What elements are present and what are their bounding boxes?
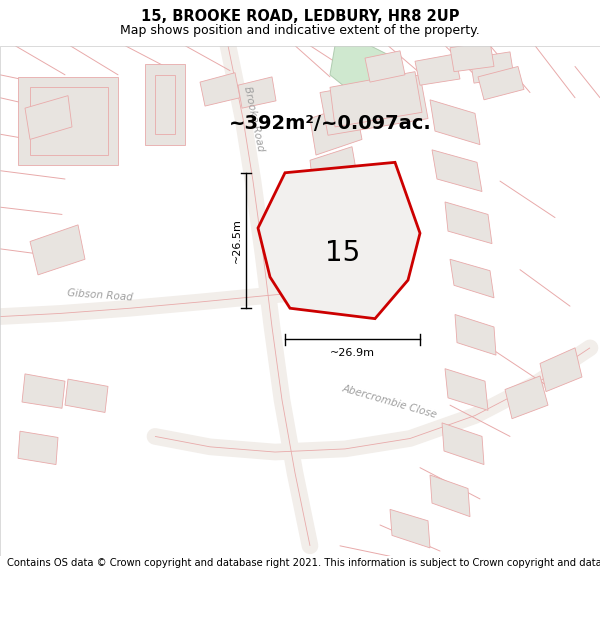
Polygon shape [478,66,524,100]
Polygon shape [155,75,175,134]
Polygon shape [505,376,548,419]
Polygon shape [430,100,480,144]
Polygon shape [18,431,58,464]
Polygon shape [365,51,405,82]
Polygon shape [450,41,494,72]
Text: ~26.9m: ~26.9m [330,348,375,358]
Polygon shape [320,75,428,135]
Text: Abercrombie Close: Abercrombie Close [341,384,439,421]
Text: Contains OS data © Crown copyright and database right 2021. This information is : Contains OS data © Crown copyright and d… [7,558,600,568]
Polygon shape [22,374,65,408]
Polygon shape [200,72,240,106]
Polygon shape [432,150,482,191]
Polygon shape [540,348,582,392]
Polygon shape [442,423,484,464]
Polygon shape [455,314,496,355]
Text: 15: 15 [325,239,360,267]
Polygon shape [25,96,72,139]
Polygon shape [450,259,494,298]
Polygon shape [310,103,362,155]
Polygon shape [258,162,420,319]
Polygon shape [18,77,118,166]
Polygon shape [30,88,108,155]
Polygon shape [445,369,488,411]
Polygon shape [30,225,85,275]
Polygon shape [330,72,422,127]
Polygon shape [390,509,430,548]
Polygon shape [145,64,185,144]
Text: ~26.5m: ~26.5m [232,218,242,263]
Polygon shape [310,147,358,194]
Polygon shape [65,379,108,412]
Text: 15, BROOKE ROAD, LEDBURY, HR8 2UP: 15, BROOKE ROAD, LEDBURY, HR8 2UP [141,9,459,24]
Text: ~392m²/~0.097ac.: ~392m²/~0.097ac. [229,114,431,133]
Polygon shape [238,77,276,108]
Polygon shape [430,475,470,517]
Text: Map shows position and indicative extent of the property.: Map shows position and indicative extent… [120,24,480,38]
Text: Gibson Road: Gibson Road [67,289,133,303]
Polygon shape [445,202,492,244]
Polygon shape [330,46,400,92]
Text: Brooke Road: Brooke Road [242,85,266,152]
Polygon shape [470,52,514,83]
Polygon shape [415,54,460,85]
